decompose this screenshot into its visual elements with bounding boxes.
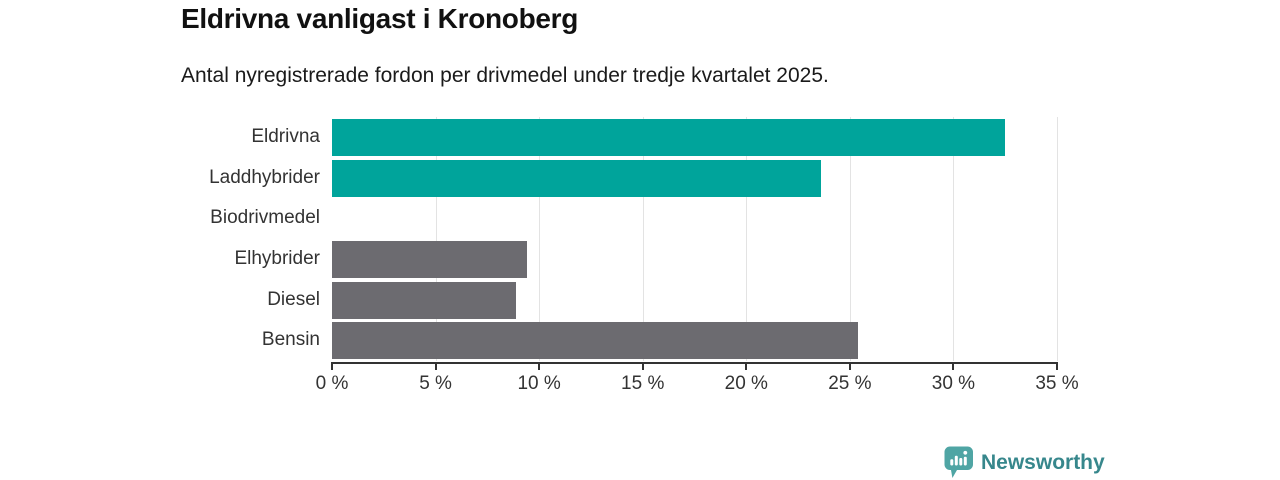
gridline-30 xyxy=(953,117,955,361)
x-tick-label-25: 25 % xyxy=(828,373,872,394)
plot-area xyxy=(332,117,1058,361)
x-tick-10 xyxy=(538,362,541,370)
gridline-15 xyxy=(642,117,644,361)
bar-bensin xyxy=(332,322,859,360)
category-label-biodrivmedel: Biodrivmedel xyxy=(210,207,320,229)
x-tick-label-0: 0 % xyxy=(315,373,349,394)
chart-title: Eldrivna vanligast i Kronoberg xyxy=(181,3,579,34)
x-tick-35 xyxy=(1056,362,1058,370)
x-tick-15 xyxy=(641,362,644,370)
category-label-bensin: Bensin xyxy=(261,329,320,351)
category-label-eldrivna: Eldrivna xyxy=(251,126,320,147)
newsworthy-logo-icon xyxy=(944,446,973,478)
x-tick-0 xyxy=(331,362,333,370)
x-axis-line xyxy=(332,362,1058,364)
category-label-laddhybrider: Laddhybrider xyxy=(209,166,320,188)
x-tick-label-15: 15 % xyxy=(621,373,665,394)
gridline-10 xyxy=(539,117,541,361)
x-tick-20 xyxy=(745,362,748,370)
bar-elhybrider xyxy=(332,240,527,278)
category-label-diesel: Diesel xyxy=(267,288,320,310)
y-axis-labels: Eldrivna Laddhybrider Biodrivmedel Elhybrid… xyxy=(0,117,320,361)
gridline-5 xyxy=(435,117,437,361)
gridline-35 xyxy=(1057,117,1058,361)
x-tick-label-10: 10 % xyxy=(517,373,561,394)
x-tick-30 xyxy=(952,362,955,370)
x-tick-label-5: 5 % xyxy=(419,373,452,394)
gridline-25 xyxy=(849,117,851,361)
newsworthy-logo-text: Newsworthy xyxy=(981,450,1105,474)
gridline-20 xyxy=(746,117,748,361)
x-tick-25 xyxy=(848,362,851,370)
bar-diesel xyxy=(332,281,517,319)
bar-eldrivna xyxy=(332,118,1006,156)
newsworthy-logo: Newsworthy xyxy=(944,446,1105,479)
x-tick-label-35: 35 % xyxy=(1035,373,1079,394)
bar-laddhybrider xyxy=(332,159,821,197)
category-label-elhybrider: Elhybrider xyxy=(234,248,320,269)
x-tick-label-30: 30 % xyxy=(931,373,976,394)
x-tick-label-20: 20 % xyxy=(724,373,768,394)
chart-subtitle: Antal nyregistrerade fordon per drivmede… xyxy=(181,64,829,87)
x-tick-5 xyxy=(434,362,437,370)
